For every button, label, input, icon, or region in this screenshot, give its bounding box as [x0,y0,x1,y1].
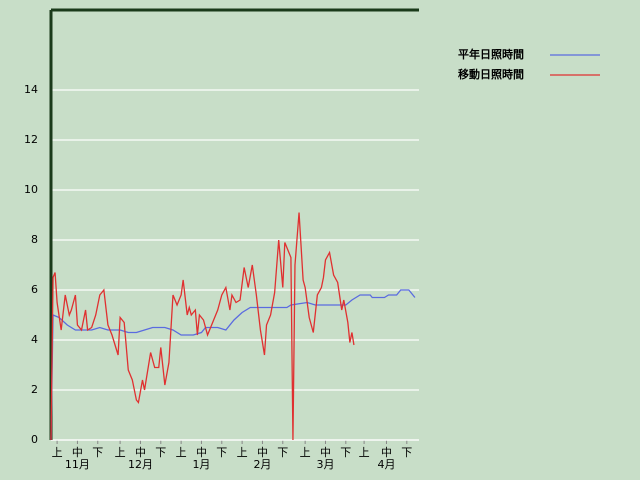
y-tick-label: 8 [31,233,38,246]
y-tick-label: 0 [31,433,38,446]
series-line [50,212,355,441]
x-tick-label: 中 [320,446,331,459]
month-label: 3月 [316,458,334,471]
x-tick-label: 中 [381,446,392,459]
x-tick-label: 上 [237,446,248,459]
x-tick-label: 中 [196,446,207,459]
x-tick-label: 下 [216,446,227,459]
month-label: 11月 [65,458,90,471]
x-tick-label: 下 [92,446,103,459]
x-tick-label: 下 [155,446,166,459]
y-tick-label: 12 [24,133,38,146]
y-tick-label: 2 [31,383,38,396]
x-tick-label: 下 [401,446,412,459]
x-tick-label: 上 [115,446,126,459]
x-tick-label: 上 [300,446,311,459]
month-label: 4月 [377,458,395,471]
legend-label: 移動日照時間 [458,67,524,81]
y-tick-label: 4 [31,333,38,346]
month-label: 2月 [253,458,271,471]
x-tick-label: 中 [72,446,83,459]
month-label: 12月 [128,458,153,471]
x-tick-label: 上 [52,446,63,459]
legend-label: 平年日照時間 [458,47,524,61]
x-tick-label: 上 [176,446,187,459]
series-line [50,289,416,441]
y-tick-label: 10 [24,183,38,196]
x-tick-label: 下 [277,446,288,459]
y-tick-label: 6 [31,283,38,296]
x-tick-label: 中 [257,446,268,459]
y-tick-label: 14 [24,83,38,96]
x-tick-label: 中 [135,446,146,459]
month-label: 1月 [192,458,210,471]
x-tick-label: 下 [340,446,351,459]
x-tick-label: 上 [359,446,370,459]
